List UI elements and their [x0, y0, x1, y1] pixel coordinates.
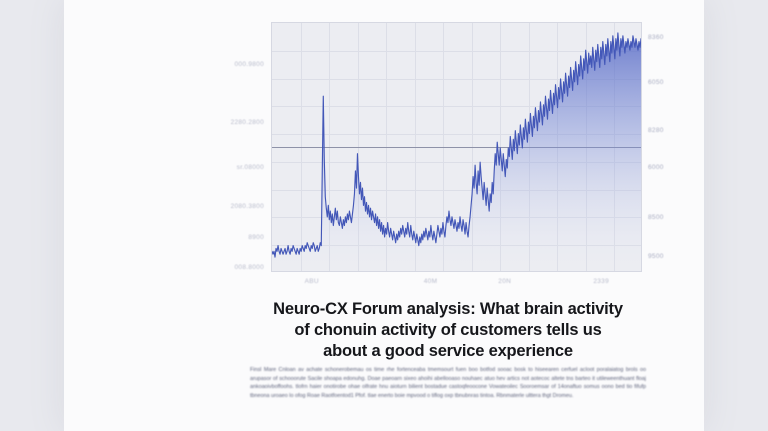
axis-tick-label: 8900	[248, 234, 264, 242]
axis-tick-label: 6050	[648, 79, 664, 87]
gridline-horizontal	[272, 189, 641, 191]
plot-area	[271, 22, 642, 272]
article-card: 000.9800 2280.2800 sr.08000 2080.3800 8900 00…	[64, 0, 704, 431]
axis-tick-label: 20N	[498, 278, 512, 285]
headline-line-1: Neuro-CX Forum analysis: What brain acti…	[273, 300, 623, 318]
article-body: Finsl Mare Cnloan av achate schonerobema…	[250, 366, 646, 400]
chart-series-path	[272, 32, 641, 271]
line-chart[interactable]	[271, 22, 642, 272]
headline-line-3: about a good service experience	[323, 342, 573, 360]
axis-tick-label: 8500	[648, 214, 664, 222]
axis-tick-label: 2339	[593, 278, 610, 285]
axis-tick-label: 9500	[648, 253, 664, 260]
y-axis-left: 000.9800 2280.2800 sr.08000 2080.3800 8900 00…	[214, 22, 264, 272]
axis-tick-label: 000.9800	[234, 60, 264, 68]
gridline-horizontal	[272, 50, 641, 52]
gridline-horizontal	[272, 106, 641, 108]
axis-tick-label: 2280.2800	[230, 119, 264, 127]
y-axis-right: 8360 6050 8280 6000 8500 9500	[648, 22, 698, 272]
axis-tick-label: 6000	[648, 164, 664, 172]
axis-tick-label: 008.8000	[234, 264, 264, 272]
reference-line	[272, 147, 641, 148]
axis-tick-label: sr.08000	[236, 164, 264, 172]
headline-line-2: of chonuin activity of customers tells u…	[294, 321, 602, 339]
axis-tick-label: ABU	[304, 278, 319, 285]
gridline-horizontal	[272, 134, 641, 136]
axis-tick-label: 2080.3800	[230, 203, 264, 210]
axis-tick-label: 40M	[423, 278, 438, 285]
gridline-horizontal	[272, 217, 641, 219]
axis-tick-label: 8280	[648, 126, 664, 134]
gridline-horizontal	[272, 78, 641, 80]
gridline-horizontal	[272, 161, 641, 163]
article-headline: Neuro-CX Forum analysis: What brain acti…	[250, 299, 646, 362]
axis-tick-label: 8360	[648, 34, 664, 42]
article-body-paragraph: Finsl Mare Cnloan av achate schonerobema…	[250, 367, 646, 399]
x-axis: ABU 40M 20N 2339	[271, 276, 642, 290]
